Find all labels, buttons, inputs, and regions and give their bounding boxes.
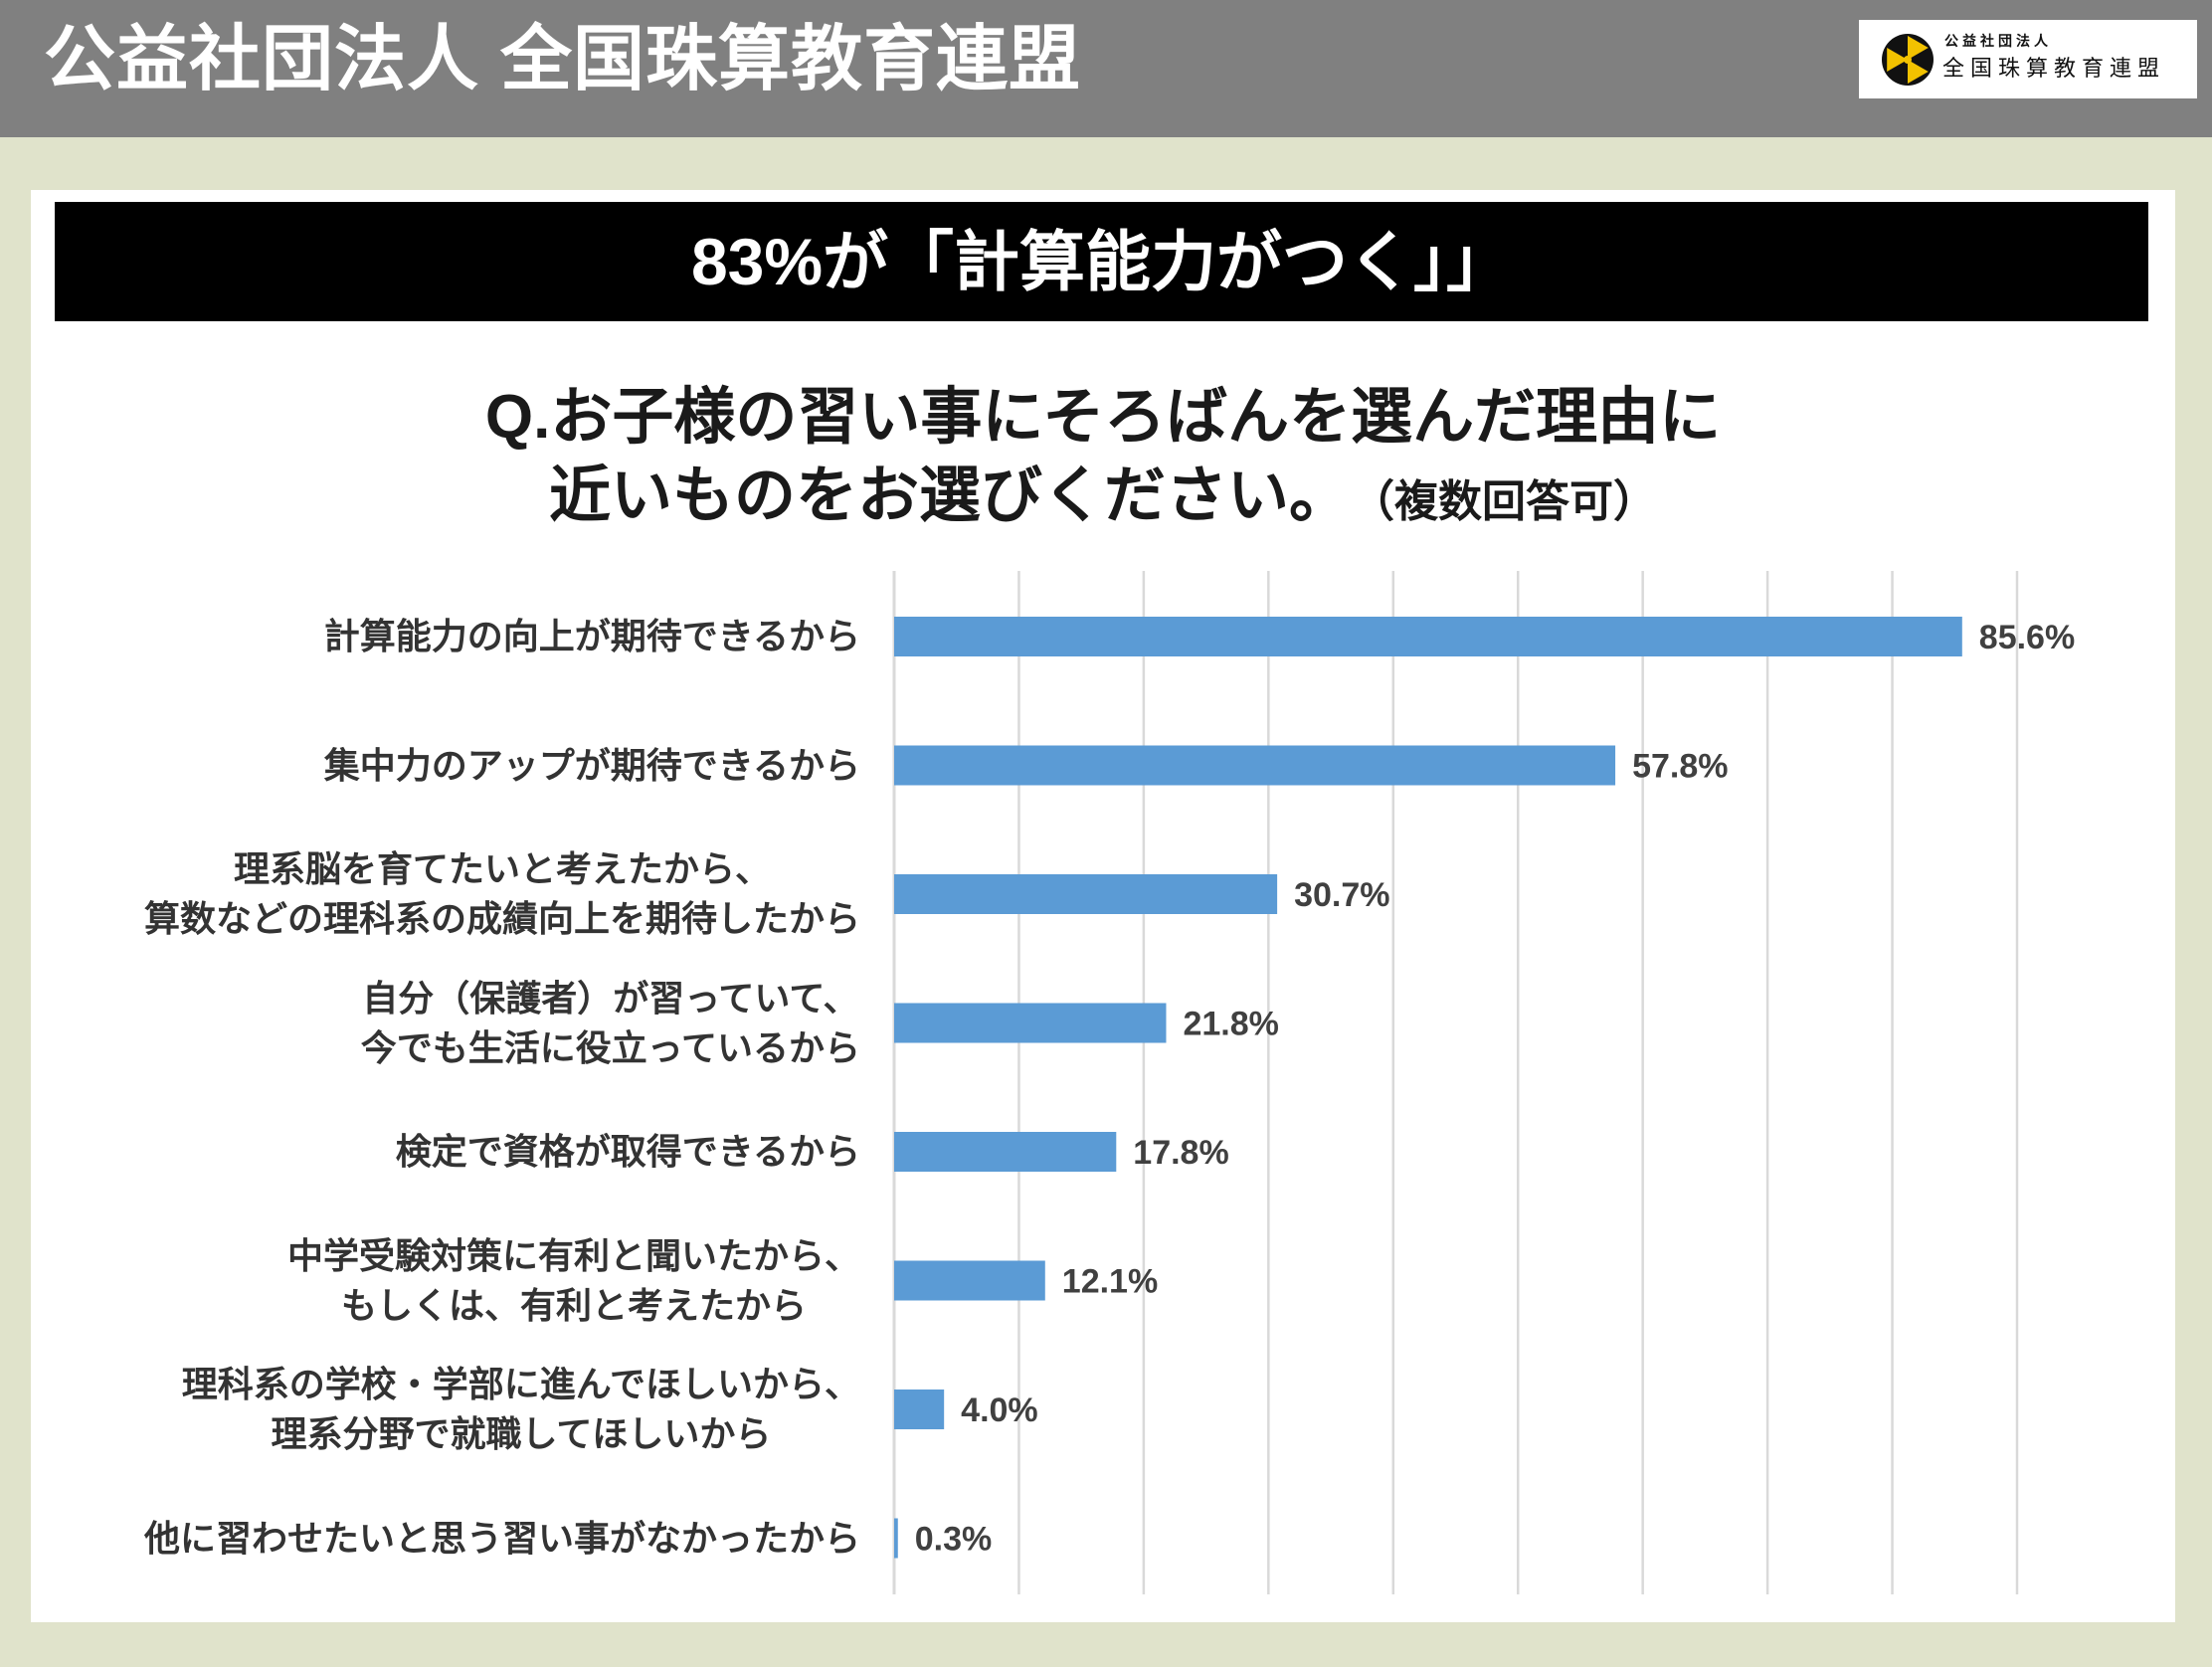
organization-logo: 公益社団法人 全国珠算教育連盟 (1859, 20, 2197, 98)
abacus-emblem-icon (1882, 34, 1934, 86)
bar (894, 745, 1616, 786)
value-label: 30.7% (1294, 876, 1389, 914)
question-line-1: Q.お子様の習い事にそろばんを選んだ理由に (484, 383, 1722, 452)
question-note: （複数回答可） (1373, 477, 1657, 526)
bars (894, 617, 1962, 1559)
question-line-2-text: 近いものをお選びください。 (548, 462, 1351, 530)
value-label: 57.8% (1632, 748, 1728, 786)
logo-name: 全国珠算教育連盟 (1942, 57, 2166, 82)
bar (894, 1518, 898, 1559)
header-bar: 公益社団法人 全国珠算教育連盟 公益社団法人 全国珠算教育連盟 (0, 0, 2212, 137)
bar (894, 1132, 1117, 1172)
question-line-2: 近いものをお選びください。 （複数回答可） (31, 459, 2175, 534)
headline-text: 83%が「計算能力がつく」」 (690, 225, 1513, 298)
value-label: 12.1% (1062, 1263, 1158, 1301)
bar (894, 1389, 945, 1429)
value-label: 85.6% (1979, 619, 2075, 656)
value-labels: 85.6% 57.8% 30.7% 21.8% 17.8% 12.1% 4.0% 0.3% (915, 619, 2075, 1559)
headline-banner: 83%が「計算能力がつく」」 (55, 202, 2148, 321)
bar (894, 617, 1962, 656)
header-title: 公益社団法人 全国珠算教育連盟 (44, 20, 1082, 99)
bar (894, 1260, 1045, 1301)
bar (894, 1003, 1167, 1043)
logo-subtitle: 公益社団法人 (1944, 33, 2052, 49)
value-label: 0.3% (915, 1521, 993, 1559)
value-label: 4.0% (961, 1391, 1037, 1429)
gridlines (892, 571, 2019, 1594)
value-label: 21.8% (1183, 1006, 1278, 1043)
bar (894, 874, 1278, 914)
value-label: 17.8% (1133, 1134, 1228, 1172)
